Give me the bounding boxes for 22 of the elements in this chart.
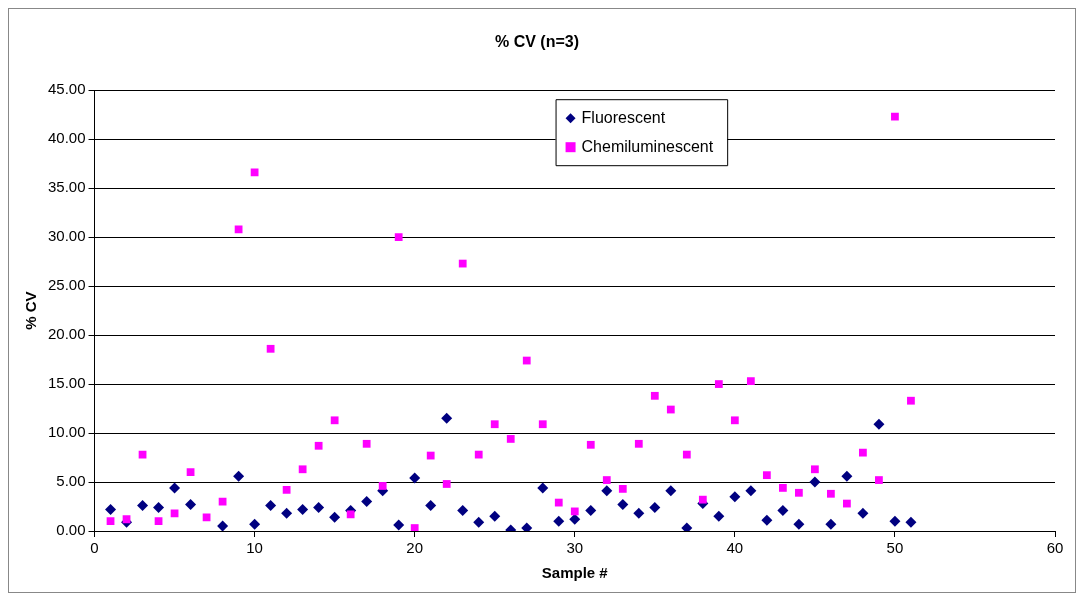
x-tick-label: 10: [246, 539, 263, 557]
y-axis-title: % CV: [22, 291, 40, 330]
y-tick-label: 30.00: [47, 227, 86, 245]
x-tick-label: 40: [726, 539, 744, 557]
x-axis-title: Sample #: [541, 564, 609, 582]
y-tick-label: 45.00: [47, 80, 86, 98]
y-tick-label: 25.00: [47, 276, 86, 294]
y-tick-label: 40.00: [47, 129, 86, 147]
y-tick-label: 15.00: [47, 374, 86, 392]
y-tick-label: 0.00: [56, 521, 86, 539]
y-tick-label: 5.00: [56, 472, 86, 490]
y-tick-label: 10.00: [47, 423, 86, 441]
x-tick-label: 50: [886, 539, 904, 557]
x-tick-label: 60: [1046, 539, 1064, 557]
x-tick-label: 0: [90, 539, 99, 557]
x-tick-label: 20: [406, 539, 424, 557]
y-tick-label: 35.00: [47, 178, 86, 196]
legend-label: Chemiluminescent: [581, 137, 714, 155]
legend-label: Fluorescent: [581, 108, 666, 126]
y-tick-label: 20.00: [47, 325, 86, 343]
chart-title: % CV (n=3): [494, 33, 580, 51]
x-tick-label: 30: [566, 539, 584, 557]
